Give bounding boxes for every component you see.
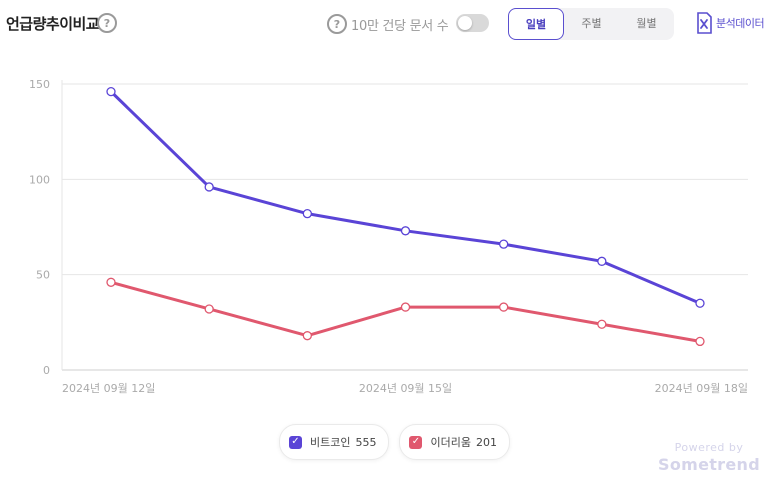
per-help-icon[interactable]: ? bbox=[327, 14, 347, 34]
watermark: Powered by Sometrend bbox=[658, 441, 760, 474]
data-point bbox=[400, 302, 411, 312]
checkbox-checked-icon: ✓ bbox=[409, 435, 423, 449]
watermark-powered-by: Powered by bbox=[674, 441, 744, 454]
y-tick-label: 100 bbox=[29, 173, 50, 186]
help-icon[interactable]: ? bbox=[97, 13, 117, 33]
y-tick-label: 50 bbox=[36, 269, 50, 282]
legend-item-bitcoin[interactable]: ✓ 비트코인 555 bbox=[279, 424, 390, 460]
data-point bbox=[204, 182, 214, 192]
watermark-brand: Sometrend bbox=[658, 455, 760, 474]
period-selector: 일별 주별 월별 bbox=[508, 8, 674, 40]
legend-count: 201 bbox=[475, 435, 497, 449]
legend-count: 555 bbox=[355, 435, 377, 449]
legend-item-ethereum[interactable]: ✓ 이더리움 201 bbox=[399, 424, 510, 460]
x-tick-label: 2024년 09월 15일 bbox=[359, 381, 452, 395]
data-point bbox=[106, 86, 116, 97]
data-point bbox=[597, 256, 607, 266]
per-100k-label: 10만 건당 문서 수 bbox=[351, 19, 449, 34]
legend-label: 이더리움 bbox=[430, 436, 471, 449]
period-monthly-button[interactable]: 월별 bbox=[636, 17, 657, 30]
data-point bbox=[597, 319, 607, 329]
x-tick-label: 2024년 09월 18일 bbox=[655, 381, 748, 395]
excel-icon bbox=[697, 12, 712, 34]
data-point bbox=[499, 302, 509, 312]
legend: ✓ 비트코인 555 ✓ 이더리움 201 bbox=[279, 424, 510, 460]
data-point bbox=[302, 331, 312, 341]
chart-title: 언급량추이비교 bbox=[6, 15, 100, 33]
data-point bbox=[499, 239, 509, 249]
period-daily-button[interactable]: 일별 bbox=[508, 8, 564, 40]
y-tick-label: 150 bbox=[29, 78, 50, 91]
toggle-knob bbox=[458, 16, 472, 30]
data-point bbox=[204, 304, 214, 314]
period-weekly-button[interactable]: 주별 bbox=[581, 17, 602, 30]
export-data-button[interactable]: 분석데이터 bbox=[696, 12, 765, 34]
data-point bbox=[106, 277, 116, 287]
per-100k-toggle[interactable] bbox=[456, 14, 489, 32]
data-point bbox=[400, 226, 411, 236]
data-point bbox=[695, 336, 705, 347]
series-line bbox=[109, 280, 702, 343]
legend-label: 비트코인 bbox=[310, 436, 351, 449]
x-tick-label: 2024년 09월 12일 bbox=[62, 381, 155, 395]
export-label: 분석데이터 bbox=[716, 17, 765, 30]
data-point bbox=[695, 298, 705, 308]
series-line bbox=[109, 90, 702, 305]
data-point bbox=[302, 209, 312, 219]
checkbox-checked-icon: ✓ bbox=[289, 435, 302, 449]
y-tick-label: 0 bbox=[43, 364, 50, 377]
